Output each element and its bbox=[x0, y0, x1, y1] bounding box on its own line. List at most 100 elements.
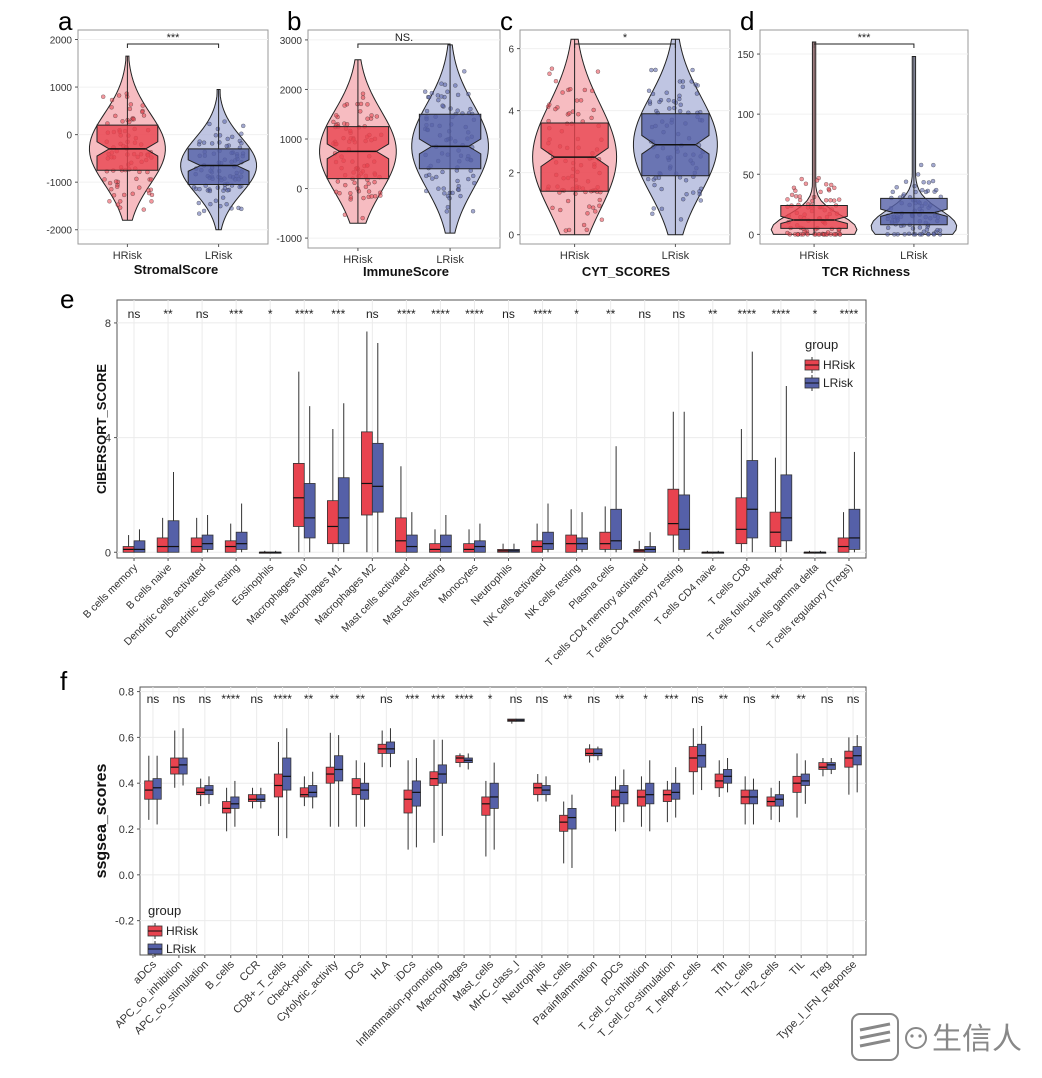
sig-label: *** bbox=[665, 692, 679, 706]
watermark-text: 生信人 bbox=[932, 1022, 1022, 1057]
data-point bbox=[134, 176, 139, 181]
data-point bbox=[472, 180, 477, 186]
data-point bbox=[585, 211, 590, 216]
data-point bbox=[365, 102, 370, 107]
sig-label: ** bbox=[356, 692, 366, 706]
sig-label: ** bbox=[719, 692, 729, 706]
data-point bbox=[141, 207, 146, 212]
sig-label: ** bbox=[797, 692, 807, 706]
data-point bbox=[652, 182, 657, 188]
data-point bbox=[591, 205, 596, 210]
y-tick-label: 0.8 bbox=[119, 687, 134, 699]
sig-label: **** bbox=[772, 307, 791, 321]
data-point bbox=[793, 188, 798, 193]
data-point bbox=[565, 198, 571, 204]
sig-label: ** bbox=[330, 692, 340, 706]
y-tick-label: 2000 bbox=[280, 85, 303, 96]
box-LRisk bbox=[405, 534, 418, 553]
data-point bbox=[222, 119, 227, 124]
data-point bbox=[832, 185, 837, 190]
data-point bbox=[560, 90, 565, 95]
data-point bbox=[558, 207, 563, 213]
data-point bbox=[684, 192, 689, 197]
data-point bbox=[334, 113, 339, 118]
sig-label: ns bbox=[638, 307, 651, 321]
panel-letter: e bbox=[60, 284, 74, 314]
y-axis-title: ssgsea_scores bbox=[93, 764, 110, 879]
sig-label: ** bbox=[563, 692, 573, 706]
data-point bbox=[127, 106, 133, 112]
data-point bbox=[217, 140, 222, 145]
box-LRisk bbox=[848, 508, 861, 550]
sig-label: ns bbox=[173, 692, 186, 706]
data-point bbox=[680, 79, 686, 84]
data-point bbox=[360, 95, 366, 100]
data-point bbox=[369, 194, 374, 199]
box-LRisk bbox=[303, 483, 316, 539]
sig-bracket bbox=[126, 43, 220, 48]
x-tick-label: NK cells activated bbox=[481, 562, 549, 630]
data-point bbox=[424, 188, 429, 194]
data-point bbox=[462, 69, 467, 74]
data-point bbox=[677, 96, 682, 102]
data-point bbox=[912, 183, 917, 189]
sig-label: ns bbox=[366, 307, 379, 321]
y-tick-label: 0 bbox=[748, 230, 754, 241]
box-HRisk bbox=[96, 124, 159, 171]
y-axis-title: CIBERSORT_SCORE bbox=[94, 364, 109, 494]
data-point bbox=[450, 190, 455, 196]
data-point bbox=[659, 186, 664, 192]
data-point bbox=[372, 179, 377, 185]
data-point bbox=[894, 185, 899, 190]
data-point bbox=[919, 162, 924, 168]
sig-label: ns bbox=[743, 692, 756, 706]
y-tick-label: -1000 bbox=[276, 234, 302, 245]
box-HRisk bbox=[190, 537, 203, 553]
data-point bbox=[799, 176, 804, 182]
box-HRisk bbox=[844, 750, 854, 768]
box-LRisk bbox=[826, 762, 836, 770]
data-point bbox=[352, 180, 357, 185]
data-point bbox=[582, 87, 587, 93]
data-point bbox=[363, 184, 369, 190]
sig-label: *** bbox=[405, 692, 419, 706]
box-LRisk bbox=[880, 197, 948, 226]
sig-label: *** bbox=[858, 32, 872, 44]
data-point bbox=[920, 187, 925, 193]
sig-label: *** bbox=[167, 32, 181, 44]
legend-title: group bbox=[805, 337, 838, 352]
data-point bbox=[926, 232, 931, 237]
panel-letter: b bbox=[287, 6, 301, 36]
sig-label: ns bbox=[691, 692, 704, 706]
box-LRisk bbox=[610, 508, 622, 550]
data-point bbox=[818, 189, 823, 195]
data-point bbox=[423, 89, 428, 94]
box-LRisk bbox=[593, 748, 603, 757]
box-HRisk bbox=[688, 746, 698, 773]
sig-label: ns bbox=[672, 307, 685, 321]
data-point bbox=[667, 106, 672, 111]
data-point bbox=[215, 126, 221, 132]
box-LRisk bbox=[133, 540, 146, 553]
data-point bbox=[931, 232, 937, 237]
data-point bbox=[213, 198, 219, 203]
data-point bbox=[335, 179, 340, 184]
data-point bbox=[567, 111, 572, 116]
data-point bbox=[683, 178, 689, 183]
data-point bbox=[581, 222, 587, 228]
box-HRisk bbox=[196, 787, 206, 796]
data-point bbox=[107, 199, 112, 204]
data-point bbox=[595, 69, 601, 74]
sig-label: **** bbox=[840, 307, 859, 321]
sig-label: **** bbox=[465, 307, 484, 321]
data-point bbox=[468, 106, 473, 112]
sig-label: ns bbox=[250, 692, 263, 706]
data-point bbox=[649, 67, 654, 73]
data-point bbox=[693, 82, 698, 87]
data-point bbox=[587, 204, 592, 209]
data-point bbox=[566, 227, 572, 233]
data-point bbox=[102, 177, 107, 182]
data-point bbox=[651, 206, 656, 211]
x-tick-label: Macrophages M0 bbox=[245, 562, 311, 628]
data-point bbox=[814, 178, 820, 183]
